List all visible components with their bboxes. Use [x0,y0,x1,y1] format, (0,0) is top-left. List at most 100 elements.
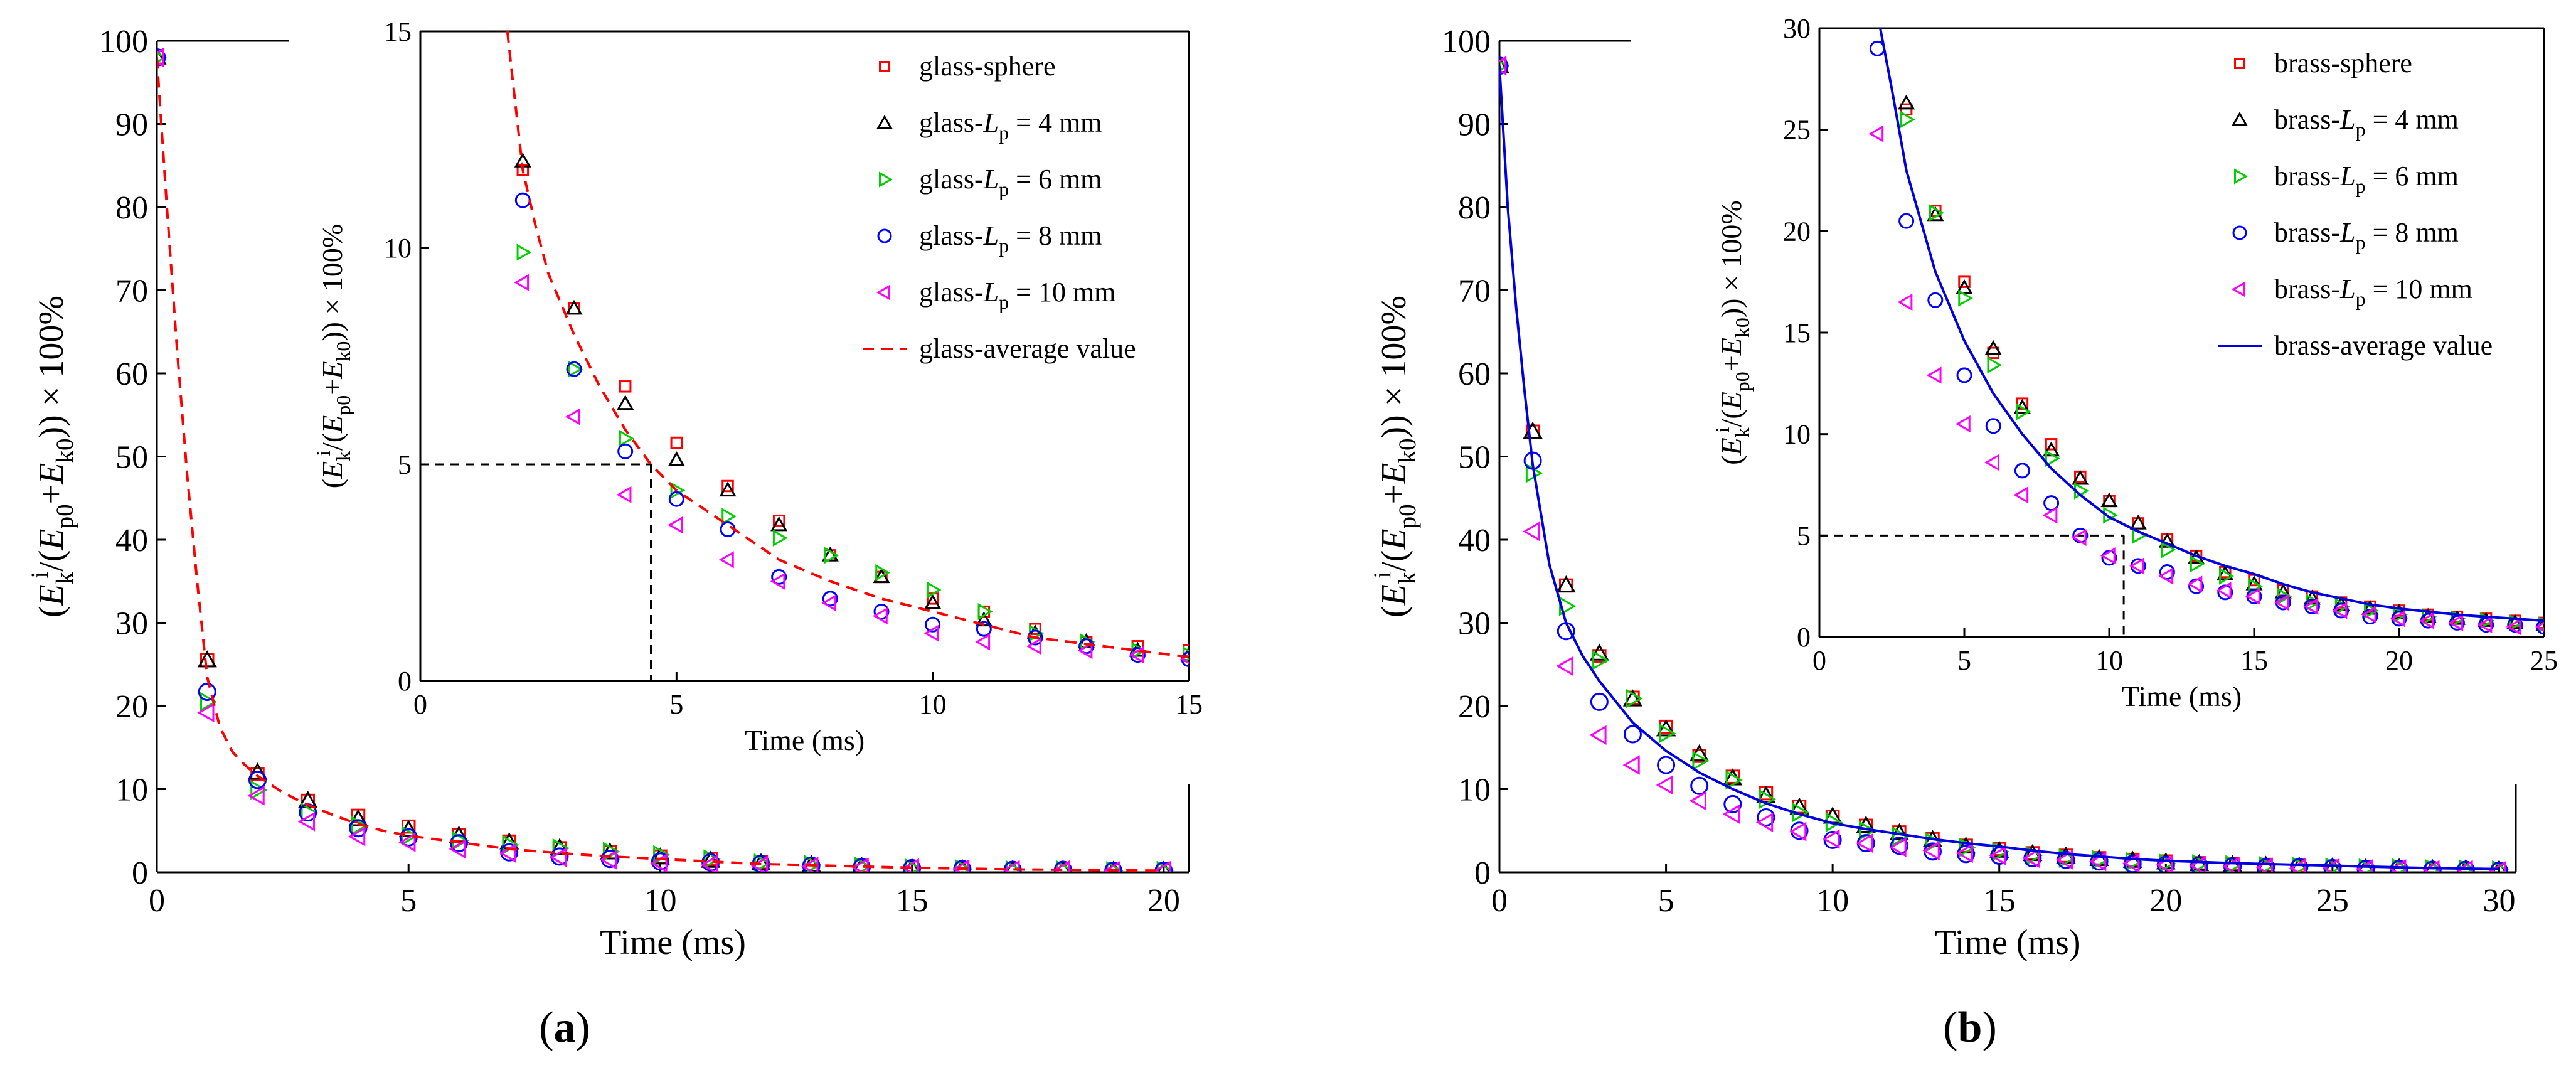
a-inset-inset-background [420,31,1189,681]
a-main-glass-lp-8-mm-point [651,852,669,871]
b-inset-brass-lp-6-mm-point [1958,289,1974,307]
a-inset-legend-glass-sphere-swatch [879,61,890,72]
panel-label-b: (b) [1943,1003,1997,1052]
b-inset-x-tick-label: 20 [2385,645,2413,676]
b-main-brass-lp-10-mm-point [2355,859,2373,872]
panel-label-a: (a) [539,1003,590,1052]
a-inset-glass-lp-8-mm-point [617,443,634,459]
b-main-y-tick-label: 50 [1458,440,1491,476]
a-main-x-tick-label: 15 [896,883,929,919]
b-inset-brass-lp-8-mm-point [2014,463,2030,479]
b-inset-brass-lp-10-mm-point [2042,506,2058,524]
a-main-y-tick-label: 40 [115,523,148,559]
a-inset-glass-lp-10-mm-point [565,408,580,425]
a-inset-legend-glass-lp-4-mm-label: glass-Lp = 4 mm [919,107,1102,144]
b-inset-legend-brass-lp-8-mm-swatch [2232,225,2247,240]
b-main-brass-lp-8-mm-point [1590,692,1609,711]
b-main-x-axis-label: Time (ms) [1935,923,2081,962]
b-main-x-tick-label: 30 [2483,883,2515,919]
b-inset-brass-lp-8-mm-point [1956,367,1972,383]
a-inset-y-tick-label: 10 [384,233,412,264]
a-inset-y-axis-label: (Eki/(Ep0+Ek0)) × 100% [312,224,354,489]
b-main-y-tick-label: 90 [1458,107,1491,143]
b-main-brass-lp-10-mm-point [1722,804,1740,824]
b-inset-brass-lp-10-mm-point [1897,293,1913,311]
b-main-brass-lp-10-mm-point [1656,775,1673,795]
a-main-glass-lp-6-mm-point [955,859,972,872]
b-inset-x-tick-label: 15 [2240,645,2268,676]
b-inset-brass-lp-10-mm-point [2245,587,2260,605]
b-main-brass-lp-4-mm-point [1556,575,1576,593]
a-main-glass-lp-10-mm-point [449,839,466,859]
a-inset-glass-lp-4-mm-point [668,451,685,466]
a-main-y-tick-label: 70 [115,274,148,309]
a-inset-x-tick-label: 15 [1175,689,1203,720]
a-main-glass-lp-6-mm-point [1106,860,1124,872]
b-inset-brass-lp-4-mm-point [1898,94,1915,110]
b-main-brass-lp-6-mm-point [1892,826,1910,847]
a-inset-y-tick-label: 5 [398,449,412,480]
b-main-brass-lp-4-mm-point [1622,689,1643,707]
a-inset-glass-lp-6-mm-point [926,581,942,599]
b-main-brass-lp-6-mm-point [1725,770,1743,790]
panel-a-inset-chart: 0 5 10 15 0 5 10 15 Time (ms) (Eki/(Ep0+Ek0)) × 1… [312,16,1203,756]
b-main-brass-lp-10-mm-point [1755,812,1774,833]
b-inset-brass-lp-6-mm-point [1987,356,2003,374]
b-inset-legend-brass-lp-4-mm-label: brass-Lp = 4 mm [2274,104,2459,141]
a-main-x-tick-label: 20 [1147,883,1180,919]
a-main-glass-lp-10-mm-point [1053,860,1070,872]
b-inset-brass-lp-6-mm-point [1929,204,1944,222]
b-main-y-tick-label: 30 [1458,606,1491,642]
a-inset-glass-lp-8-mm-point [822,591,838,607]
a-main-glass-lp-10-mm-point [549,847,567,867]
b-inset-y-tick-label: 5 [1797,520,1811,551]
a-main-glass-average-value-line [157,57,1164,872]
b-main-brass-lp-10-mm-point [1556,656,1573,676]
a-main-glass-lp-10-mm-point [1103,860,1120,872]
b-inset-brass-lp-6-mm-point [2045,449,2060,468]
a-inset-glass-lp-4-mm-point [617,395,634,410]
b-main-brass-lp-10-mm-point [1689,791,1706,811]
b-inset-y-tick-label: 20 [1783,216,1811,247]
a-inset-glass-lp-8-mm-point [566,361,582,377]
a-main-glass-lp-4-mm-point [1157,860,1171,872]
a-main-glass-lp-8-mm-point [349,819,368,838]
b-inset-y-tick-label: 30 [1783,13,1811,44]
a-inset-glass-lp-4-mm-point [719,481,737,497]
a-main-y-tick-label: 30 [115,606,148,642]
a-inset-y-tick-label: 15 [384,16,412,47]
a-inset-glass-lp-10-mm-point [718,551,734,569]
b-inset-brass-sphere-point [1958,275,1971,288]
b-inset-brass-lp-6-mm-point [2219,567,2234,585]
a-inset-glass-lp-10-mm-point [616,486,632,503]
b-inset-brass-lp-10-mm-point [2216,582,2232,599]
b-inset-brass-lp-10-mm-point [2100,547,2116,565]
a-main-glass-lp-6-mm-point [250,780,268,800]
b-main-x-tick-label: 0 [1491,883,1508,919]
b-inset-brass-lp-6-mm-point [2161,541,2176,559]
b-inset-brass-lp-6-mm-point [2190,555,2205,573]
a-inset-glass-lp-10-mm-point [821,594,837,612]
b-inset-brass-lp-10-mm-point [2419,612,2434,629]
b-inset-legend-brass-lp-10-mm-swatch [2231,281,2245,297]
b-main-brass-lp-8-mm-point [1757,808,1775,827]
b-inset-brass-average-value-line [1879,28,2544,623]
b-inset-x-tick-label: 25 [2530,645,2558,676]
a-inset-glass-lp-10-mm-point [1129,646,1144,664]
b-inset-brass-lp-10-mm-point [2129,557,2144,575]
b-inset-x-tick-label: 10 [2095,645,2123,676]
a-inset-legend-glass-lp-6-mm-swatch [879,171,893,188]
a-inset-x-axis-label: Time (ms) [745,724,865,756]
b-main-brass-average-value-line [1499,65,2499,870]
b-inset-plot-area [1868,28,2544,636]
b-inset-legend-brass-lp-8-mm-label: brass-Lp = 8 mm [2274,217,2459,254]
a-main-glass-lp-10-mm-point [398,832,416,852]
b-inset-x-axis-label: Time (ms) [2122,680,2242,712]
b-main-brass-lp-6-mm-point [1558,596,1577,616]
b-main-brass-lp-8-mm-point [1723,794,1742,813]
b-inset-brass-lp-10-mm-point [2071,528,2087,547]
b-inset-brass-lp-10-mm-point [1868,125,1884,142]
b-main-brass-lp-10-mm-point [1922,840,1940,861]
